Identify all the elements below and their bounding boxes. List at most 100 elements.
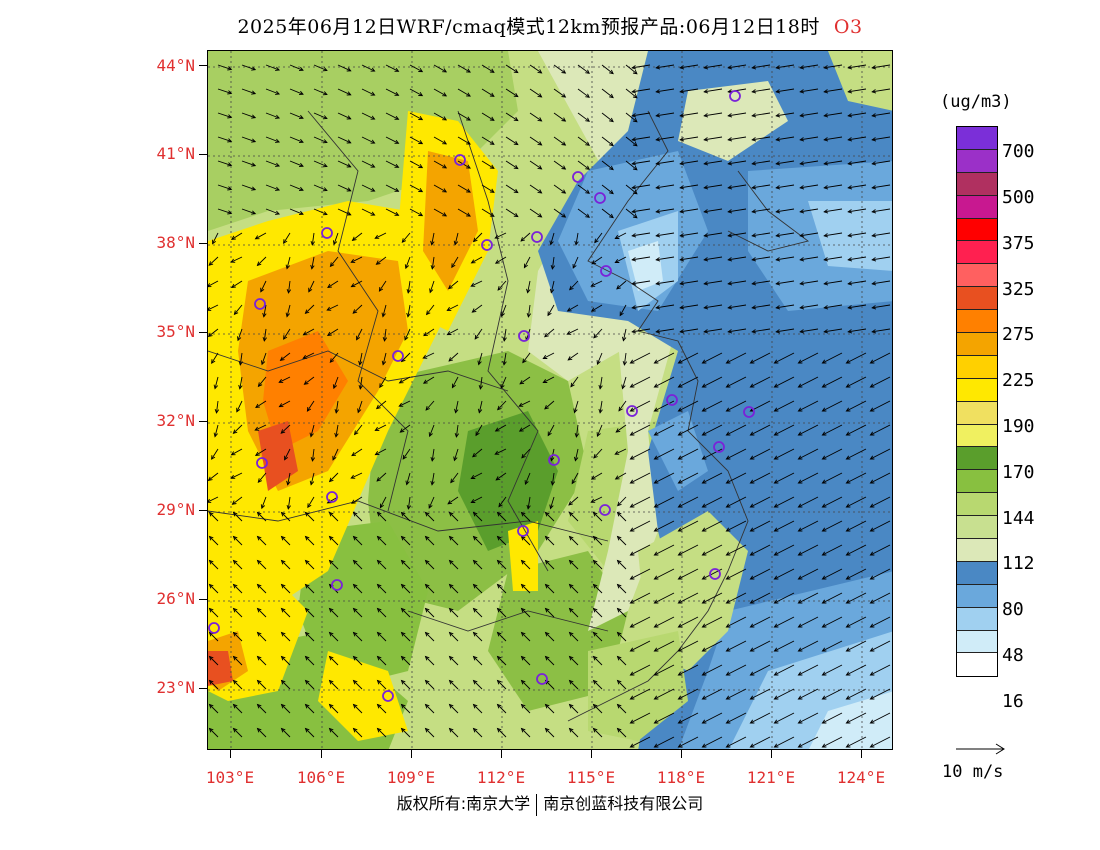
wind-vector xyxy=(305,304,315,314)
wind-vector xyxy=(617,512,627,522)
wind-vector xyxy=(401,632,411,642)
wind-vector xyxy=(237,328,243,341)
wind-vector xyxy=(617,608,627,618)
wind-vector-head xyxy=(328,727,334,733)
wind-vector xyxy=(234,304,243,315)
wind-vector-head xyxy=(302,331,308,336)
wind-vector-head xyxy=(773,503,779,508)
wind-vector xyxy=(702,424,723,436)
wind-vector xyxy=(577,184,590,194)
wind-vector xyxy=(545,536,555,546)
wind-vector xyxy=(846,376,867,388)
wind-vector xyxy=(425,584,435,594)
wind-vector-head xyxy=(677,455,683,460)
wind-vector xyxy=(356,328,363,340)
wind-vector-head xyxy=(477,408,483,414)
wind-vector-head xyxy=(280,511,286,517)
wind-vector xyxy=(704,304,723,309)
wind-vector xyxy=(281,584,291,594)
wind-vector-head xyxy=(799,137,805,142)
wind-vector xyxy=(261,352,267,365)
wind-vector-head xyxy=(236,407,241,413)
wind-vector xyxy=(550,232,555,245)
wind-vector-head xyxy=(869,503,875,508)
wind-vector xyxy=(351,256,363,263)
wind-vector-head xyxy=(823,209,829,214)
wind-vector-head xyxy=(823,257,829,262)
wind-vector-head xyxy=(494,450,500,455)
wind-vector-head xyxy=(254,235,260,240)
wind-vector xyxy=(313,208,328,215)
wind-vector xyxy=(575,424,579,437)
wind-vector-head xyxy=(358,360,363,366)
wind-vector xyxy=(280,352,291,361)
wind-vector-head xyxy=(404,335,409,341)
lon-tick xyxy=(861,750,862,758)
wind-vector-head xyxy=(280,429,286,434)
wind-vector-head xyxy=(561,117,567,122)
wind-vector xyxy=(798,352,819,364)
wind-vector-head xyxy=(513,164,519,170)
wind-vector xyxy=(702,472,723,484)
wind-vector xyxy=(870,424,891,436)
wind-vector xyxy=(519,424,531,432)
wind-vector-head xyxy=(845,455,851,460)
wind-vector-head xyxy=(310,240,315,246)
wind-vector xyxy=(872,64,891,69)
wind-vector xyxy=(654,400,675,412)
wind-vector xyxy=(848,304,867,309)
wind-vector-head xyxy=(526,312,532,318)
wind-vector-head xyxy=(286,480,291,486)
wind-vector xyxy=(599,400,603,413)
wind-vector-head xyxy=(286,504,291,510)
colorbar-segment xyxy=(957,653,997,677)
colorbar-label: 48 xyxy=(1002,645,1024,666)
wind-vector-head xyxy=(566,307,572,312)
wind-vector-head xyxy=(211,455,216,460)
wind-vector-head xyxy=(773,647,779,652)
wind-vector xyxy=(596,352,603,365)
wind-vector xyxy=(401,352,411,362)
wind-vector xyxy=(704,88,723,93)
wind-vector xyxy=(354,424,363,435)
wind-vector-head xyxy=(451,263,456,269)
wind-vector-head xyxy=(703,113,709,118)
colorbar-segment xyxy=(957,149,997,173)
wind-vector xyxy=(632,304,651,309)
wind-vector xyxy=(750,640,771,652)
wind-vector-head xyxy=(208,306,212,311)
wind-vector-head xyxy=(256,631,262,637)
wind-vector-head xyxy=(394,139,400,144)
ozone-map[interactable] xyxy=(207,50,893,750)
wind-vector xyxy=(497,584,507,594)
wind-vector xyxy=(329,632,339,642)
wind-vector xyxy=(449,560,459,570)
wind-vector-head xyxy=(280,703,286,709)
wind-vector-head xyxy=(609,213,614,219)
wind-vector xyxy=(798,544,819,556)
wind-vector xyxy=(630,592,651,604)
wind-vector-head xyxy=(701,743,707,748)
wind-vector-head xyxy=(631,65,637,70)
wind-vector-head xyxy=(422,379,428,384)
wind-vector xyxy=(680,280,699,285)
wind-vector-head xyxy=(823,65,829,70)
wind-vector xyxy=(337,64,351,72)
wind-vector xyxy=(678,448,699,460)
wind-vector-head xyxy=(405,480,410,486)
wind-vector xyxy=(505,64,519,73)
wind-vector xyxy=(473,680,483,690)
wind-vector xyxy=(680,328,699,333)
wind-vector xyxy=(265,88,280,95)
wind-vector-head xyxy=(298,210,304,216)
wind-vector-head xyxy=(869,599,875,604)
wind-vector xyxy=(233,512,243,522)
wind-vector xyxy=(872,112,891,117)
wind-vector-head xyxy=(400,679,406,685)
lat-label: 26°N xyxy=(156,589,195,608)
wind-vector xyxy=(630,400,651,412)
wind-vector xyxy=(329,728,339,738)
wind-vector xyxy=(375,232,387,239)
wind-vector xyxy=(448,280,459,289)
wind-vector-head xyxy=(845,431,851,436)
